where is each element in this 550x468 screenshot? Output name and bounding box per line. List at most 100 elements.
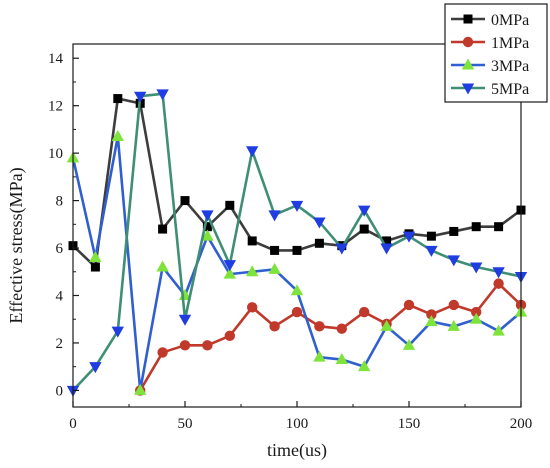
data-point-3MPa <box>290 284 304 296</box>
data-point-5MPa <box>358 205 371 217</box>
data-point-5MPa <box>470 262 483 274</box>
data-point-3MPa <box>134 383 147 395</box>
legend-box <box>444 3 548 103</box>
data-point-5MPa <box>201 210 214 222</box>
legend-item-1MPa: 1MPa <box>451 35 529 52</box>
data-point-1MPa <box>291 306 303 318</box>
data-point-5MPa <box>156 89 169 101</box>
legend-item-3MPa: 3MPa <box>451 58 529 75</box>
data-point-1MPa <box>247 302 258 313</box>
axes-layer: 0 50 100 150 200 0 2 4 6 8 10 12 14 <box>48 43 533 432</box>
legend-item-0MPa: 0MPa <box>451 12 529 29</box>
data-point-1MPa <box>426 309 437 320</box>
y-tick-label: 12 <box>48 99 63 115</box>
data-point-3MPa <box>380 319 393 331</box>
legend-marker <box>461 83 475 95</box>
x-tick-label: 150 <box>398 416 421 432</box>
legend-marker <box>463 14 473 24</box>
data-point-5MPa <box>134 91 147 103</box>
y-axis-label: Effective stress(MPa) <box>6 167 27 323</box>
data-point-3MPa <box>335 353 348 365</box>
series-line-1MPa <box>139 282 522 392</box>
x-tick-label: 100 <box>286 416 309 432</box>
data-point-5MPa <box>89 362 102 374</box>
legend-label: 0MPa <box>491 12 529 29</box>
data-point-5MPa <box>268 210 281 222</box>
x-tick-label: 50 <box>178 416 193 432</box>
data-point-3MPa <box>492 324 505 336</box>
data-point-3MPa <box>223 267 236 279</box>
data-point-0MPa <box>158 224 168 234</box>
series-line-0MPa <box>72 97 522 269</box>
y-tick-label: 4 <box>56 288 64 304</box>
data-point-0MPa <box>180 196 190 206</box>
data-point-1MPa <box>314 321 325 332</box>
y-tick-label: 2 <box>56 336 64 352</box>
y-tick-label: 0 <box>56 383 64 399</box>
data-point-3MPa <box>358 360 371 372</box>
legend-marker <box>461 58 475 70</box>
y-tick-label: 10 <box>48 146 63 162</box>
data-point-3MPa <box>246 265 259 277</box>
data-point-0MPa <box>90 262 100 272</box>
data-point-5MPa <box>380 243 393 255</box>
x-axis-label: time(us) <box>267 440 327 461</box>
data-point-3MPa <box>201 229 214 241</box>
data-point-3MPa <box>111 130 124 142</box>
data-point-3MPa <box>402 338 416 350</box>
data-point-1MPa <box>336 323 347 334</box>
data-point-0MPa <box>359 224 369 234</box>
data-point-0MPa <box>426 231 436 241</box>
x-tick-label: 200 <box>510 416 533 432</box>
data-point-3MPa <box>156 260 169 272</box>
data-point-0MPa <box>382 236 392 246</box>
data-point-0MPa <box>225 200 235 210</box>
data-point-0MPa <box>471 222 481 232</box>
y-tick-label: 14 <box>48 51 64 67</box>
data-point-5MPa <box>111 326 124 338</box>
series-1MPa <box>135 278 527 396</box>
data-point-5MPa <box>425 245 438 257</box>
data-point-0MPa <box>494 222 504 232</box>
data-point-5MPa <box>447 255 460 267</box>
data-point-0MPa <box>202 222 212 232</box>
series-layer <box>66 89 528 397</box>
y-tick-label: 6 <box>56 241 64 257</box>
data-point-1MPa <box>179 340 191 351</box>
legend-label: 3MPa <box>491 58 529 75</box>
series-line-5MPa <box>72 92 522 392</box>
data-point-5MPa <box>290 200 304 212</box>
data-point-5MPa <box>223 260 236 272</box>
data-point-5MPa <box>402 231 416 243</box>
data-point-1MPa <box>359 306 370 318</box>
legend-marker <box>462 36 474 48</box>
data-point-5MPa <box>313 217 326 229</box>
data-point-3MPa <box>447 319 460 331</box>
data-point-5MPa <box>246 146 259 158</box>
data-point-3MPa <box>313 350 326 362</box>
data-point-1MPa <box>157 347 168 358</box>
x-tick-label: 0 <box>69 416 77 432</box>
data-point-5MPa <box>492 267 505 279</box>
y-tick-label: 8 <box>56 194 64 210</box>
data-point-0MPa <box>247 236 257 246</box>
data-point-1MPa <box>202 340 213 351</box>
data-point-5MPa <box>178 314 192 326</box>
data-point-1MPa <box>224 330 235 342</box>
data-point-0MPa <box>292 245 302 255</box>
series-5MPa <box>66 89 528 397</box>
data-point-5MPa <box>335 243 348 255</box>
data-point-1MPa <box>269 321 280 332</box>
legend-label: 5MPa <box>491 81 529 98</box>
data-point-3MPa <box>425 315 438 327</box>
legend-item-5MPa: 5MPa <box>451 81 529 98</box>
data-point-3MPa <box>89 251 102 263</box>
data-point-1MPa <box>493 278 504 289</box>
data-point-0MPa <box>113 94 123 104</box>
legend-label: 1MPa <box>491 35 529 52</box>
data-point-3MPa <box>470 312 483 324</box>
data-point-1MPa <box>403 299 415 311</box>
data-point-3MPa <box>268 262 281 274</box>
data-point-1MPa <box>448 299 459 311</box>
